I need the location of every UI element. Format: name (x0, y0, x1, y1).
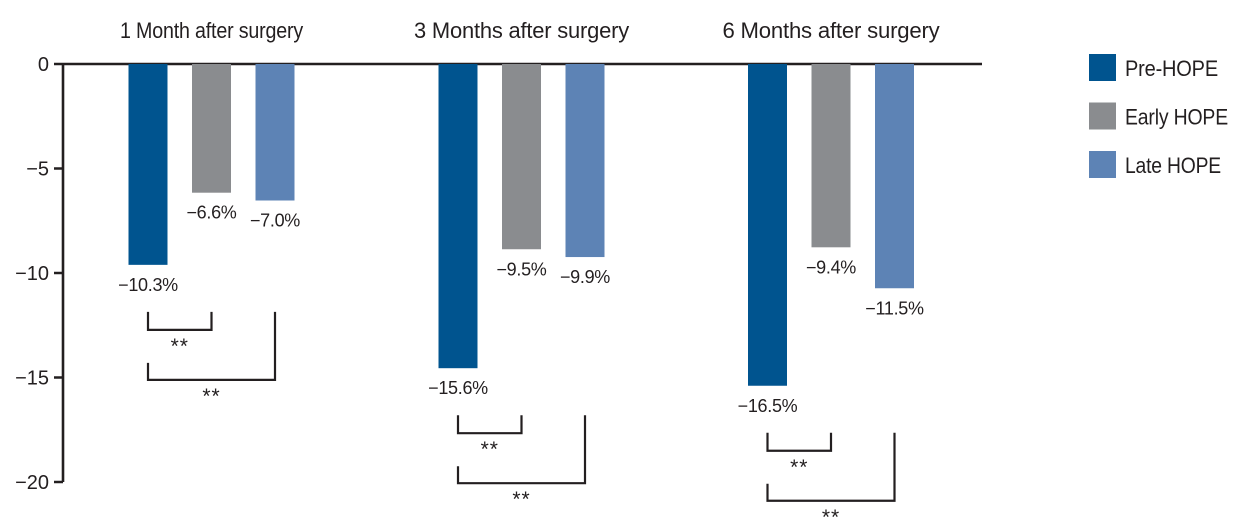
bar-value-label-late-hope-1-month: −7.0% (250, 211, 300, 231)
significance-stars: ** (512, 488, 530, 511)
legend-label-early-hope: Early HOPE (1125, 105, 1228, 130)
y-tick-label: 0 (38, 54, 49, 76)
bar-value-label-late-hope-3-months: −9.9% (560, 267, 610, 287)
bar-pre-hope-6-months (748, 64, 787, 386)
bar-early-hope-1-month (192, 64, 231, 193)
legend-swatch-early-hope (1089, 102, 1116, 130)
y-tick-label: −15 (15, 368, 49, 390)
significance-stars: ** (202, 385, 220, 408)
significance-stars: ** (790, 456, 808, 479)
significance-stars: ** (171, 335, 189, 358)
legend-swatch-late-hope (1089, 151, 1116, 178)
bar-value-label-pre-hope-6-months: −16.5% (738, 396, 798, 416)
legend-swatch-pre-hope (1089, 54, 1116, 81)
bar-late-hope-6-months (875, 64, 914, 289)
y-tick-label: −5 (26, 159, 49, 181)
y-tick-label: −10 (15, 263, 49, 285)
bar-value-label-late-hope-6-months: −11.5% (865, 298, 924, 318)
legend-label-late-hope: Late HOPE (1125, 153, 1221, 178)
significance-bracket-group1-pre-vs-late (146, 311, 277, 381)
significance-bracket-group3-pre-vs-early (766, 432, 833, 452)
group-title-6-months: 6 Months after surgery (723, 18, 940, 43)
group-title-1-month: 1 Month after surgery (120, 18, 303, 43)
bar-value-label-pre-hope-3-months: −15.6% (428, 378, 488, 398)
bar-pre-hope-3-months (438, 64, 478, 369)
significance-bracket-group2-pre-vs-early (456, 415, 523, 435)
bar-value-label-early-hope-1-month: −6.6% (186, 203, 236, 223)
significance-bracket-group1-pre-vs-early (146, 311, 213, 331)
bar-early-hope-3-months (502, 64, 541, 250)
bar-pre-hope-1-month (128, 64, 168, 265)
significance-bracket-group2-pre-vs-late (456, 415, 587, 485)
significance-bracket-group3-pre-vs-late (766, 432, 896, 502)
bar-late-hope-1-month (255, 64, 295, 201)
significance-stars: ** (481, 438, 499, 461)
bar-value-label-early-hope-3-months: −9.5% (496, 259, 546, 279)
bar-late-hope-3-months (565, 64, 605, 258)
bar-value-label-early-hope-6-months: −9.4% (806, 257, 856, 277)
y-tick-label: −20 (15, 472, 49, 494)
group-title-3-months: 3 Months after surgery (414, 18, 629, 43)
bar-early-hope-6-months (811, 64, 851, 248)
significance-stars: ** (822, 506, 840, 521)
legend-label-pre-hope: Pre-HOPE (1125, 56, 1218, 81)
bar-value-label-pre-hope-1-month: −10.3% (118, 275, 178, 295)
